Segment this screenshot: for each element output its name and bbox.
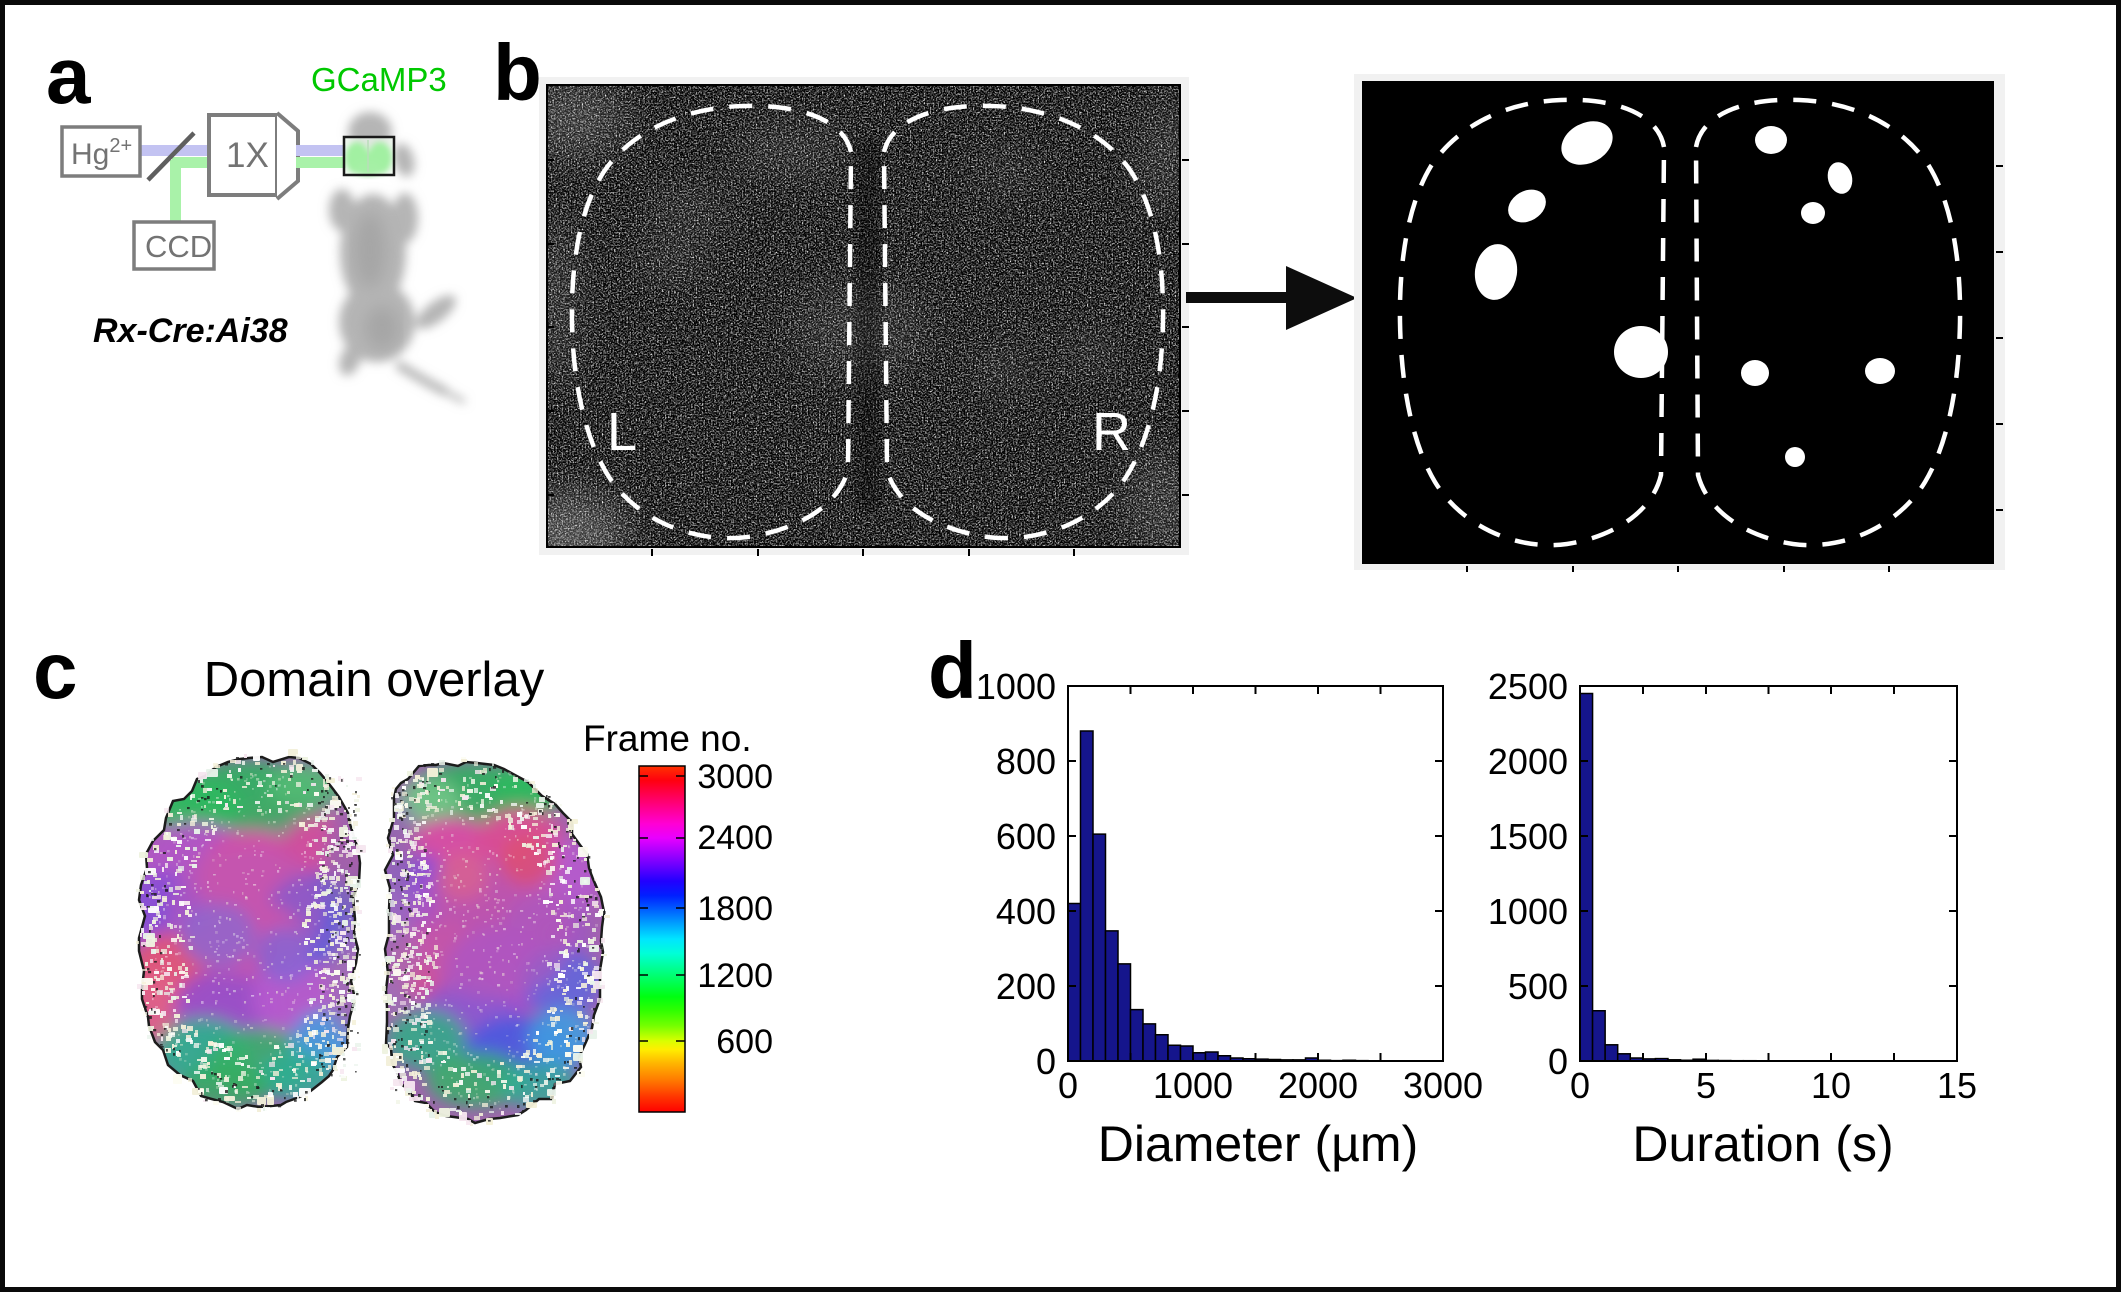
svg-text:400: 400 — [996, 891, 1056, 932]
svg-text:1800: 1800 — [697, 890, 773, 928]
svg-text:R: R — [1092, 402, 1131, 462]
svg-text:3000: 3000 — [697, 758, 773, 796]
svg-text:1X: 1X — [226, 136, 269, 175]
svg-text:600: 600 — [716, 1023, 773, 1061]
svg-text:a: a — [46, 31, 91, 120]
svg-text:b: b — [493, 28, 542, 117]
svg-text:Rx-Cre:Ai38: Rx-Cre:Ai38 — [93, 312, 288, 350]
svg-text:GCaMP3: GCaMP3 — [311, 61, 447, 98]
svg-text:5: 5 — [1696, 1065, 1716, 1106]
svg-text:2000: 2000 — [1488, 741, 1568, 782]
svg-text:0: 0 — [1570, 1065, 1590, 1106]
svg-text:1000: 1000 — [976, 666, 1056, 707]
svg-text:2500: 2500 — [1488, 666, 1568, 707]
svg-text:Diameter (µm): Diameter (µm) — [1098, 1116, 1418, 1172]
svg-text:1500: 1500 — [1488, 816, 1568, 857]
svg-text:1000: 1000 — [1488, 891, 1568, 932]
svg-text:10: 10 — [1811, 1065, 1851, 1106]
svg-text:2400: 2400 — [697, 819, 773, 857]
svg-text:500: 500 — [1508, 966, 1568, 1007]
svg-text:0: 0 — [1548, 1041, 1568, 1082]
svg-text:Duration (s): Duration (s) — [1632, 1116, 1893, 1172]
svg-text:15: 15 — [1937, 1065, 1977, 1106]
svg-text:3000: 3000 — [1403, 1065, 1483, 1106]
svg-text:CCD: CCD — [145, 229, 212, 264]
svg-text:Frame no.: Frame no. — [583, 718, 752, 759]
svg-text:1000: 1000 — [1153, 1065, 1233, 1106]
svg-text:L: L — [607, 402, 637, 462]
svg-text:0: 0 — [1058, 1065, 1078, 1106]
svg-text:1200: 1200 — [697, 957, 773, 995]
svg-text:600: 600 — [996, 816, 1056, 857]
svg-text:800: 800 — [996, 741, 1056, 782]
svg-text:0: 0 — [1036, 1041, 1056, 1082]
svg-text:2000: 2000 — [1278, 1065, 1358, 1106]
svg-text:200: 200 — [996, 966, 1056, 1007]
svg-text:d: d — [928, 626, 977, 715]
svg-text:c: c — [33, 626, 78, 715]
svg-text:Domain overlay: Domain overlay — [204, 653, 545, 707]
